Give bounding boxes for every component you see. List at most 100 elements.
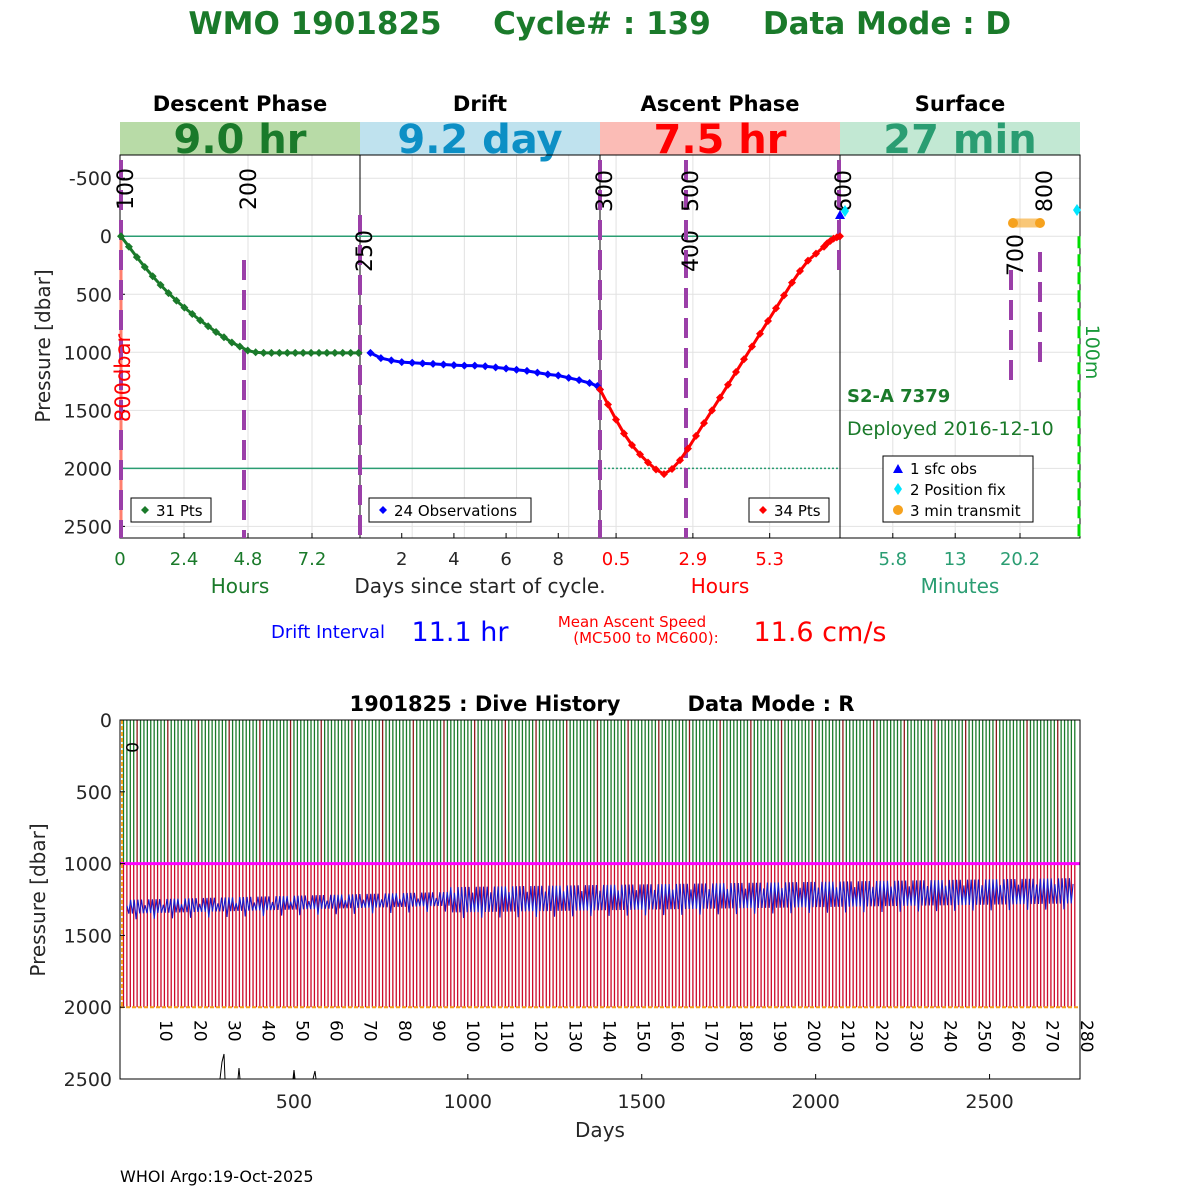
cycle-number-label: 90 [428,1020,448,1042]
phase-band-0 [120,122,360,155]
drift-point [533,368,542,377]
descent-point [227,338,236,347]
surface-legend-text: 2 Position fix [910,481,1006,499]
ascent-line [598,234,841,476]
cycle-number-label: 160 [667,1020,687,1052]
descent-point [132,253,141,262]
drift-point [387,356,396,365]
descent-point [322,348,331,357]
ascent-point [732,368,740,377]
legend-drift-box [368,497,532,523]
bottom-y-tick-label: 0 [100,710,112,732]
mission-code-label-300: 300 [593,170,618,212]
x-tick-label: 20.2 [1000,549,1040,570]
lower-panel [120,1010,1080,1079]
descent-point [212,327,221,336]
transmit-point [1008,218,1018,228]
ascent-point [636,450,644,459]
x-unit-label: Days since start of cycle. [354,574,605,598]
phase-name-0: Descent Phase [153,92,327,116]
cycle-number-label: 140 [598,1020,618,1052]
drift-pressure-band [126,878,1074,920]
drift-point [460,361,469,370]
ascent-point [780,291,788,300]
x-tick-label: 4 [448,549,459,570]
x-tick-label: 8 [553,549,564,570]
descent-point [307,348,316,357]
ascent-point [788,278,796,287]
descent-point [235,342,244,351]
ascent-point [804,256,812,265]
phase-band-1 [360,122,600,155]
ascent-point [724,380,732,389]
dive-history-frame [119,719,1081,1080]
descent-point [259,348,268,357]
x-tick-label: 13 [944,549,967,570]
ascent-point [676,456,684,465]
descent-point [299,348,308,357]
legend-descent-box [130,497,212,523]
descent-point [243,346,252,355]
drift-point [418,359,427,368]
phase-duration-3: 27 min [883,117,1036,163]
descent-point [172,296,181,305]
mission-code-label-600: 600 [832,170,857,212]
ascent-point [660,470,668,479]
x-tick-label: 0.5 [602,549,631,570]
cycle-number-label: 20 [189,1020,209,1042]
legend-descent-text: 31 Pts [156,502,203,520]
cycle-number-label: 130 [564,1020,584,1052]
x-tick-label: 5.8 [878,549,907,570]
drift-point [439,360,448,369]
surface-legend-text: 3 min transmit [910,502,1021,520]
summary-row: Drift Interval 11.1 hr Mean Ascent Speed… [271,613,887,648]
cycle-number-label: 70 [360,1020,380,1042]
mission-code-label-700: 700 [1004,234,1029,276]
footer-credit: WHOI Argo:19-Oct-2025 [120,1167,314,1186]
descent-point [180,303,189,312]
cycle-number-label: 100 [462,1020,482,1052]
ascent-point [756,329,764,338]
title-wmo: WMO 1901825 [188,6,441,42]
deep-trace [237,1067,241,1080]
x-tick-label: 2 [396,549,407,570]
drift-point [575,376,584,385]
drift-interval-value: 11.1 hr [412,617,510,648]
descent-point [188,310,197,319]
drift-point [376,354,385,363]
drift-point [512,365,521,374]
cycle-number-label: 210 [837,1020,857,1052]
descent-point [219,333,228,342]
deep-trace [292,1069,296,1080]
ascent-point [796,267,804,276]
ascent-point [620,429,628,438]
phase-band-3 [840,122,1080,155]
cycle-number-label: 260 [1008,1020,1028,1052]
ascent-point [692,431,700,440]
bottom-y-tick-label: 2000 [64,997,112,1019]
drift-point [366,348,375,357]
ascent-point [836,232,844,241]
bottom-x-tick-label: 2500 [965,1091,1013,1113]
descent-point [164,289,173,298]
deployed-label: Deployed 2016-12-10 [847,418,1054,440]
dive-history-title: 1901825 : Dive History [350,692,621,716]
drift-point [554,371,563,380]
cycle-number-label: 230 [905,1020,925,1052]
ascent-point [812,249,820,258]
x-unit-label: Minutes [921,574,1000,598]
ascent-point [764,316,772,325]
phase-name-1: Drift [453,92,507,116]
x-tick-label: 2.4 [170,549,199,570]
descent-point [338,348,347,357]
top-annotations: 800dbar 100m 31 Pts 24 Observations 34 Pts S2… [111,325,1103,523]
drift-point [491,363,500,372]
depth-800dbar-label: 800dbar [111,334,135,423]
mission-code-label-200: 200 [237,168,262,210]
ascent-speed-value: 11.6 cm/s [753,617,886,648]
drift-point [481,362,490,371]
ascent-speed-label-2: (MC500 to MC600): [573,629,718,647]
title-cycle: Cycle# : 139 [493,6,711,42]
